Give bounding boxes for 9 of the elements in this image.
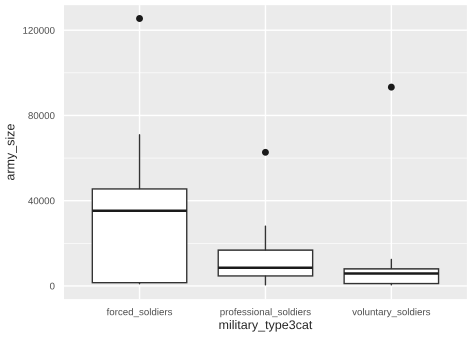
x-axis-title: military_type3cat — [219, 320, 312, 332]
x-tick-label: voluntary_soldiers — [352, 308, 430, 318]
y-tick-label: 40000 — [28, 197, 55, 204]
x-tick-label: forced_soldiers — [106, 308, 172, 318]
x-tick-label: professional_soldiers — [220, 308, 311, 318]
y-tick-label: 80000 — [28, 112, 55, 120]
y-axis-title: army_size — [5, 124, 17, 180]
y-tick-label: 120000 — [23, 26, 55, 34]
y-tick-label: 0 — [50, 282, 55, 290]
